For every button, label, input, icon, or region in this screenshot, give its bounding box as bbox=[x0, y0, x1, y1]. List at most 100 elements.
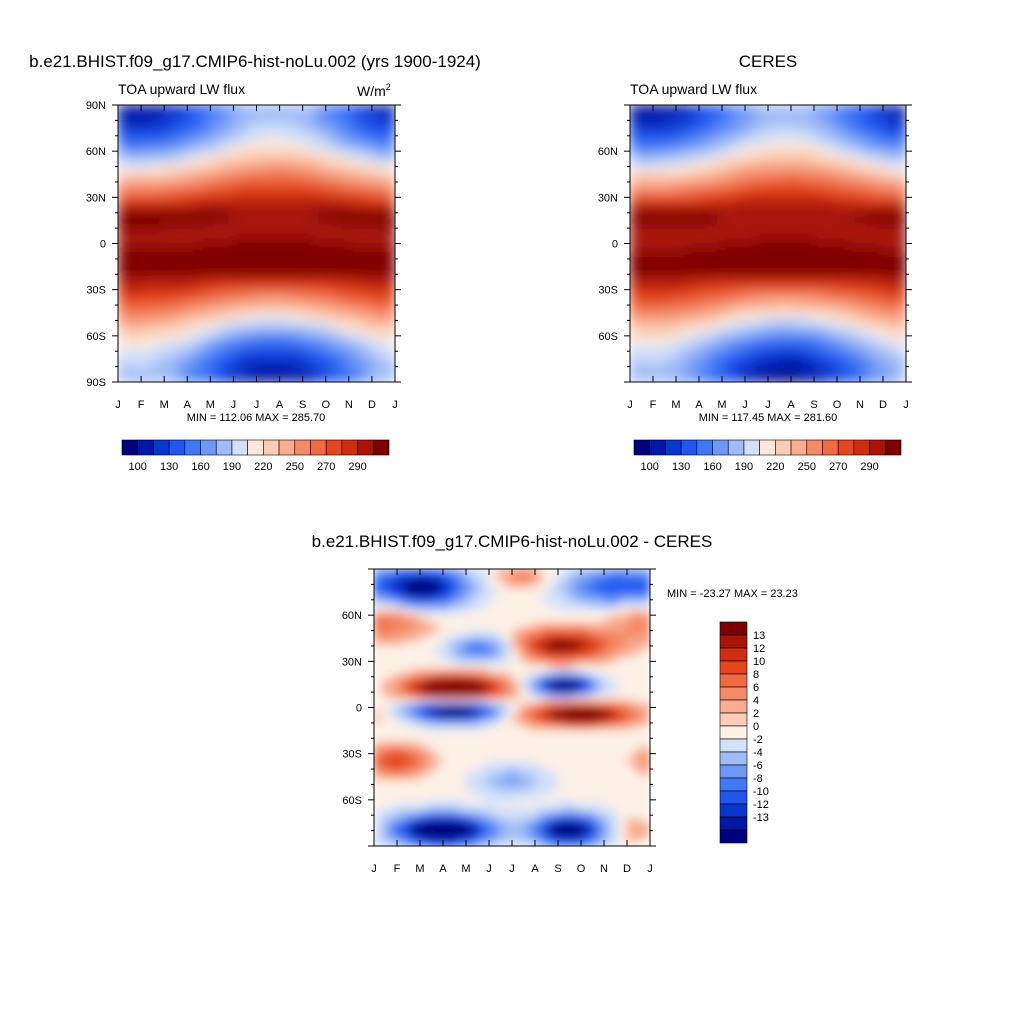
contour-cell bbox=[534, 626, 544, 632]
contour-cell bbox=[396, 576, 406, 582]
contour-cell bbox=[630, 122, 642, 129]
contour-cell bbox=[687, 187, 700, 194]
contour-cell bbox=[603, 683, 613, 689]
contour-cell bbox=[267, 261, 281, 268]
contour-cell bbox=[664, 307, 677, 314]
contour-cell bbox=[572, 749, 582, 755]
contour-cell bbox=[664, 293, 677, 300]
contour-cell bbox=[557, 695, 567, 701]
contour-cell bbox=[313, 206, 327, 212]
contour-cell bbox=[427, 610, 436, 616]
contour-cell bbox=[118, 339, 131, 346]
contour-cell bbox=[687, 178, 700, 184]
contour-cell bbox=[588, 745, 597, 751]
contour-cell bbox=[313, 187, 327, 194]
contour-cell bbox=[465, 741, 475, 747]
contour-cell bbox=[209, 372, 223, 378]
contour-cell bbox=[419, 730, 429, 735]
contour-cell bbox=[371, 256, 384, 263]
contour-cell bbox=[557, 595, 567, 601]
contour-cell bbox=[519, 680, 528, 685]
contour-cell bbox=[675, 376, 688, 382]
contour-cell bbox=[186, 122, 200, 129]
contour-cell bbox=[267, 182, 281, 189]
contour-cell bbox=[634, 587, 643, 593]
contour-cell bbox=[756, 261, 769, 268]
contour-cell bbox=[588, 649, 597, 655]
contour-cell bbox=[836, 164, 849, 171]
contour-cell bbox=[894, 173, 906, 180]
contour-cell bbox=[526, 649, 536, 655]
contour-cell bbox=[542, 687, 551, 693]
contour-cell bbox=[641, 353, 654, 360]
contour-cell bbox=[457, 707, 467, 712]
contour-cell bbox=[767, 178, 780, 184]
contour-cell bbox=[267, 113, 281, 120]
contour-cell bbox=[232, 146, 246, 152]
contour-cell bbox=[859, 326, 872, 332]
contour-cell bbox=[256, 196, 269, 203]
contour-cell bbox=[626, 591, 636, 597]
contour-cell bbox=[503, 687, 513, 693]
contour-cell bbox=[641, 169, 654, 175]
contour-cell bbox=[836, 330, 849, 337]
contour-cell bbox=[710, 206, 723, 212]
contour-cell bbox=[374, 599, 383, 605]
contour-cell bbox=[290, 279, 304, 286]
contour-cell bbox=[381, 695, 390, 701]
contour-cell bbox=[813, 105, 826, 111]
contour-cell bbox=[542, 626, 551, 632]
contour-cell bbox=[290, 233, 304, 240]
contour-cell bbox=[348, 247, 361, 254]
contour-cell bbox=[503, 710, 513, 716]
contour-cell bbox=[186, 109, 200, 115]
contour-cell bbox=[404, 660, 413, 666]
contour-cell bbox=[882, 127, 895, 134]
contour-cell bbox=[675, 141, 688, 148]
contour-cell bbox=[813, 335, 826, 341]
contour-cell bbox=[221, 363, 234, 369]
contour-cell bbox=[630, 312, 642, 318]
contour-cell bbox=[457, 664, 467, 670]
contour-cell bbox=[381, 760, 390, 766]
contour-cell bbox=[557, 760, 567, 766]
contour-cell bbox=[427, 637, 436, 643]
contour-cell bbox=[756, 196, 769, 203]
contour-cell bbox=[175, 182, 188, 189]
contour-cell bbox=[140, 173, 154, 180]
contour-cell bbox=[519, 707, 528, 712]
contour-cell bbox=[802, 335, 815, 341]
contour-cell bbox=[163, 289, 177, 295]
contour-cell bbox=[419, 757, 429, 762]
contour-cell bbox=[382, 169, 395, 175]
contour-cell bbox=[565, 707, 574, 712]
contour-cell bbox=[588, 603, 597, 608]
contour-cell bbox=[618, 637, 628, 643]
contour-cell bbox=[767, 132, 780, 138]
contour-cell bbox=[894, 132, 906, 138]
contour-cell bbox=[221, 298, 234, 305]
y-tick-label: 30N bbox=[598, 192, 618, 204]
contour-cell bbox=[473, 587, 482, 593]
contour-cell bbox=[244, 316, 257, 323]
contour-cell bbox=[232, 187, 246, 194]
x-tick-label: J bbox=[742, 399, 748, 411]
colorbar-swatch bbox=[853, 439, 870, 456]
contour-cell bbox=[698, 252, 711, 258]
contour-cell bbox=[641, 753, 650, 759]
contour-cell bbox=[756, 349, 769, 355]
contour-cell bbox=[710, 238, 723, 244]
contour-cell bbox=[381, 714, 390, 720]
contour-cell bbox=[244, 164, 257, 171]
contour-cell bbox=[473, 699, 482, 705]
contour-cell bbox=[198, 252, 211, 258]
contour-cell bbox=[767, 261, 780, 268]
contour-cell bbox=[244, 141, 257, 148]
contour-cell bbox=[118, 178, 131, 184]
contour-cell bbox=[603, 676, 613, 682]
contour-cell bbox=[894, 247, 906, 254]
contour-cell bbox=[611, 672, 620, 678]
contour-cell bbox=[767, 219, 780, 226]
contour-cell bbox=[611, 749, 620, 755]
contour-cell bbox=[894, 201, 906, 208]
